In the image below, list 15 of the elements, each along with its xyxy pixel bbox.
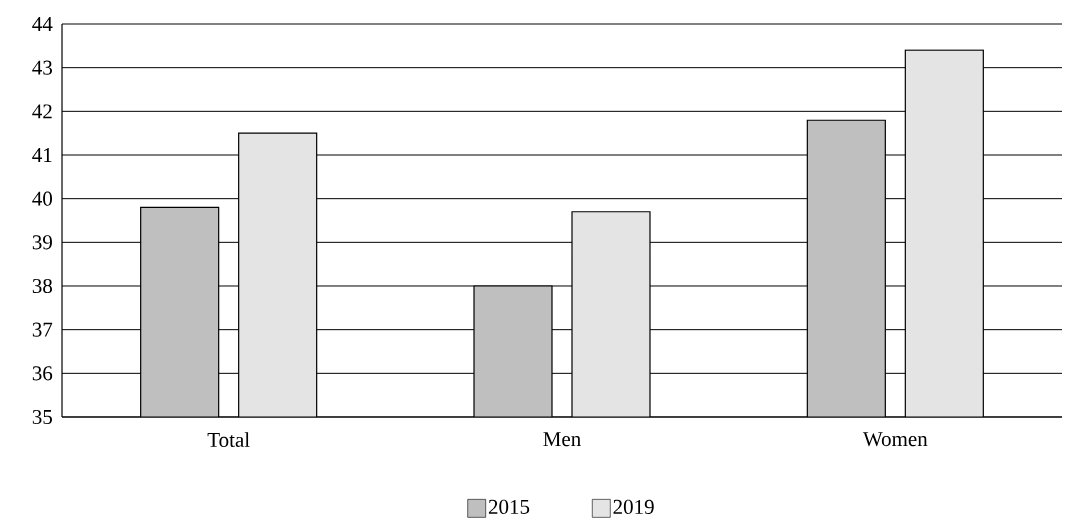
x-tick-label: Total [207, 432, 250, 448]
y-tick-label: 39 [32, 235, 52, 250]
x-tick-label: Men [543, 432, 581, 447]
y-tick-label: 41 [32, 148, 52, 162]
y-tick-label: 35 [32, 409, 52, 425]
y-tick-label: 43 [32, 60, 52, 75]
y-tick-label: 44 [32, 17, 53, 31]
y-tick-label: 38 [32, 278, 53, 294]
y-tick-label: 37 [32, 322, 53, 337]
x-tick-label: Women [862, 432, 928, 447]
y-tick-label: 40 [32, 191, 53, 206]
legend-label: 2015 [488, 499, 530, 515]
y-tick-label: 42 [32, 104, 52, 119]
legend-label: 2019 [613, 499, 654, 515]
y-tick-label: 36 [32, 366, 53, 381]
